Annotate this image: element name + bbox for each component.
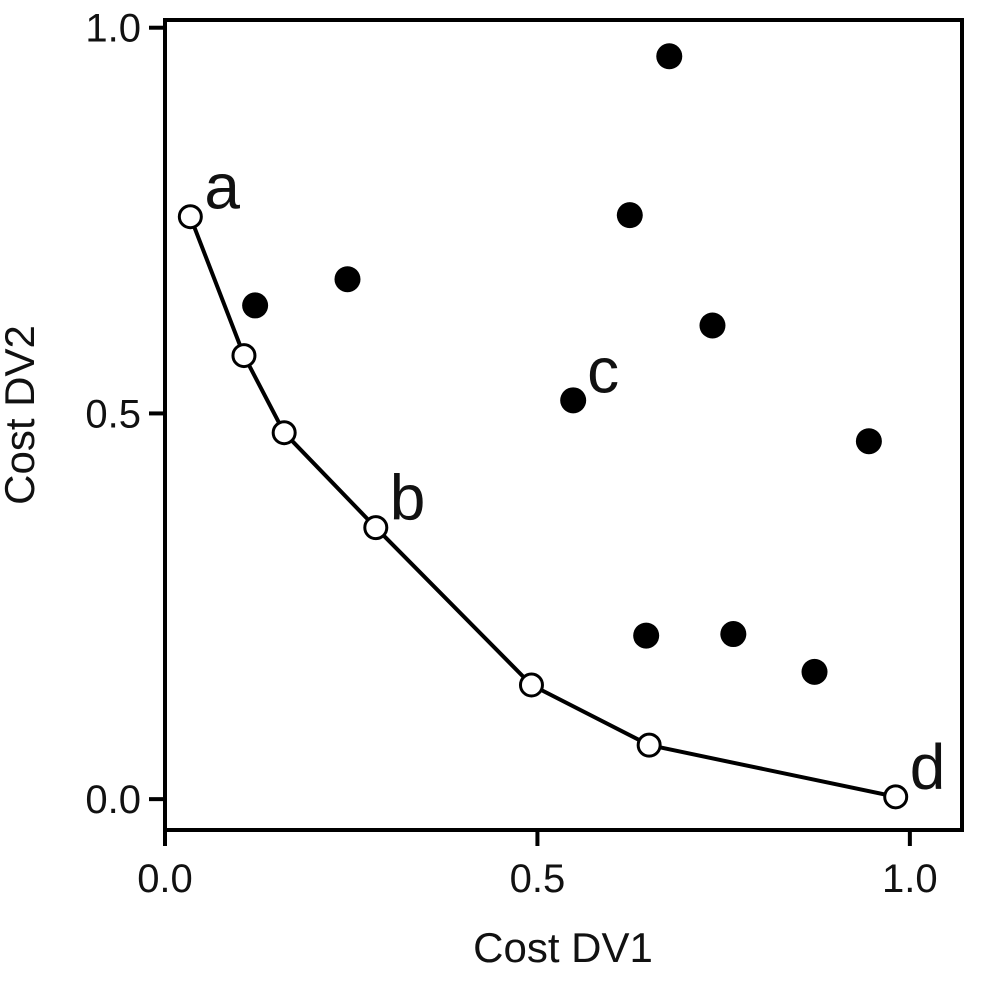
point-annotation: b [390, 462, 426, 534]
x-axis-title: Cost DV1 [473, 924, 653, 971]
y-tick-label: 0.5 [85, 392, 141, 436]
dominated-point [633, 622, 660, 649]
front-point [636, 732, 662, 758]
point-annotation: a [204, 151, 240, 223]
front-point [363, 515, 389, 541]
y-axis: 0.0 0.5 1.0 [85, 7, 165, 822]
dominated-point [656, 43, 683, 70]
data-points [177, 43, 909, 810]
dominated-point [801, 658, 828, 685]
x-tick-label: 0.0 [137, 857, 193, 901]
y-tick-label: 1.0 [85, 7, 141, 51]
x-tick-label: 1.0 [882, 857, 938, 901]
dominated-point [560, 387, 587, 414]
front-point [177, 204, 203, 230]
dominated-point [855, 428, 882, 455]
plot-frame [163, 18, 964, 832]
x-axis: 0.0 0.5 1.0 [137, 830, 938, 901]
front-point [271, 420, 297, 446]
dominated-point [699, 312, 726, 339]
y-tick-label: 0.0 [85, 778, 141, 822]
dominated-point [334, 266, 361, 293]
pareto-front-line [188, 215, 897, 799]
point-annotation: c [587, 334, 619, 406]
dominated-point [616, 202, 643, 229]
dominated-point [242, 292, 269, 319]
front-point [518, 672, 544, 698]
point-annotations: a b c d [204, 151, 945, 803]
point-annotation: d [910, 731, 946, 803]
x-tick-label: 0.5 [510, 857, 566, 901]
dominated-point [720, 621, 747, 648]
front-point [231, 343, 257, 369]
front-point [883, 784, 909, 810]
y-axis-title: Cost DV2 [0, 325, 43, 505]
